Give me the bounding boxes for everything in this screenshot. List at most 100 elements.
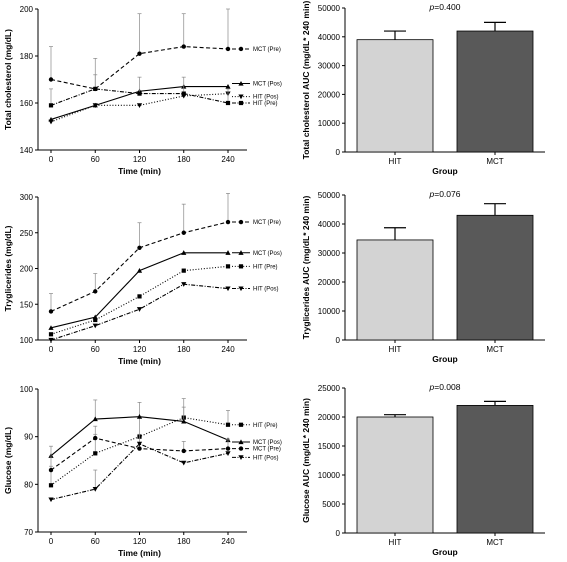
legend-marker xyxy=(238,250,244,255)
data-point xyxy=(181,44,186,49)
data-point xyxy=(225,100,231,106)
series-line xyxy=(50,265,229,335)
data-point xyxy=(181,91,186,96)
x-axis-label: Time (min) xyxy=(118,166,161,176)
y-tick-label: 90 xyxy=(24,433,33,442)
data-point xyxy=(48,119,54,125)
y-tick-label: 40000 xyxy=(318,220,341,229)
x-tick-label: 60 xyxy=(91,345,100,354)
legend-label: MCT (Pos) xyxy=(253,251,282,257)
data-point xyxy=(225,83,231,89)
legend-label: MCT (Pre) xyxy=(253,47,281,53)
y-axis-label: Glucose AUC (mg/dL* 240 min) xyxy=(301,398,311,523)
bar-hit xyxy=(356,39,434,153)
series-hit-pos: HIT (Pos) xyxy=(48,91,279,125)
y-axis-label: Tryglicerides (mg/dL) xyxy=(3,225,13,311)
series-line xyxy=(50,252,228,329)
legend-marker xyxy=(238,94,244,100)
y-tick-label: 200 xyxy=(20,5,34,14)
y-tick-label: 300 xyxy=(20,193,34,202)
x-axis-label: Time (min) xyxy=(118,548,161,558)
data-point xyxy=(137,91,142,96)
y-axis-label: Glucose (mg/dL) xyxy=(3,427,13,494)
data-point xyxy=(48,497,54,503)
data-point xyxy=(181,460,187,466)
data-point xyxy=(136,307,143,312)
data-point xyxy=(136,441,143,447)
data-point xyxy=(181,250,187,255)
data-point xyxy=(92,323,98,329)
series-mct-pre: MCT (Pre) xyxy=(48,425,281,473)
data-point xyxy=(181,282,187,287)
y-tick-label: 160 xyxy=(20,99,34,108)
x-tick-label: 180 xyxy=(177,537,191,546)
y-tick-label: 10000 xyxy=(318,307,341,316)
series-hit-pos: HIT (Pos) xyxy=(48,282,279,343)
panel-glucose-auc-bar: 0 5000 10000 15000 20000 25000 Glucose AUC (mg… xyxy=(301,382,545,557)
data-point xyxy=(225,46,231,52)
legend-marker xyxy=(238,219,244,225)
y-axis-label: Tryglicerides AUC (mg/dL* 240 min) xyxy=(301,195,311,339)
legend-label: MCT (Pos) xyxy=(253,440,282,446)
data-point xyxy=(137,51,142,56)
x-tick-label: 0 xyxy=(49,537,54,546)
panel-total-cholesterol-auc-bar: 0 10000 20000 30000 40000 50000 Total choleste… xyxy=(301,0,545,176)
x-tick-label: 240 xyxy=(221,155,235,164)
legend-label: HIT (Pos) xyxy=(253,95,279,101)
series-mct-pos: MCT (Pos) xyxy=(48,250,282,330)
x-tick-label: 240 xyxy=(221,537,235,546)
y-tick-label: 200 xyxy=(20,265,34,274)
y-tick-label: 20000 xyxy=(318,413,341,422)
y-tick-label: 70 xyxy=(24,528,33,537)
series-mct-pos: MCT (Pos) xyxy=(48,399,282,458)
legend-label: MCT (Pre) xyxy=(253,447,281,453)
legend-marker xyxy=(238,439,244,445)
legend-label: HIT (Pre) xyxy=(253,101,278,107)
data-point xyxy=(92,487,98,492)
data-point xyxy=(48,77,54,82)
data-point xyxy=(137,294,142,299)
bar-hit xyxy=(356,239,434,341)
series-hit-pre: HIT (Pre) xyxy=(48,74,278,108)
legend-label: MCT (Pos) xyxy=(253,82,282,88)
x-tick-label: 180 xyxy=(177,155,191,164)
series-hit-pos: HIT (Pos) xyxy=(48,441,279,503)
data-point xyxy=(181,268,186,273)
p-value-annotation: p=0.076 xyxy=(429,189,461,199)
panel-glucose-line: 70 80 90 100 Glucose (mg/dL) 0 60 120 180 240 Time… xyxy=(3,385,282,558)
y-tick-label: 0 xyxy=(336,148,341,157)
bar-mct xyxy=(456,214,534,341)
data-point xyxy=(92,416,98,422)
y-tick-label: 5000 xyxy=(322,500,340,509)
x-tick-label: 60 xyxy=(91,537,100,546)
y-tick-label: 100 xyxy=(20,336,34,345)
y-tick-label: 30000 xyxy=(318,62,341,71)
x-axis-label: Time (min) xyxy=(118,356,161,366)
data-point xyxy=(93,451,98,456)
data-point xyxy=(181,230,186,235)
y-axis-label: Total cholesterol AUC (mg/dL* 240 min) xyxy=(301,0,311,159)
data-point xyxy=(137,446,142,451)
y-tick-label: 0 xyxy=(336,529,341,538)
bar-mct xyxy=(456,404,534,534)
series-line xyxy=(50,443,229,501)
p-value-annotation: p=0.008 xyxy=(429,382,461,392)
series-hit-pre: HIT (Pre) xyxy=(48,264,278,337)
data-point xyxy=(225,250,231,255)
y-tick-label: 80 xyxy=(24,480,33,489)
y-tick-label: 40000 xyxy=(318,33,341,42)
legend-marker xyxy=(238,100,244,106)
series-mct-pre: MCT (Pre) xyxy=(48,8,281,92)
data-point xyxy=(136,103,143,108)
data-point xyxy=(48,337,54,343)
legend-marker xyxy=(238,422,244,427)
y-tick-label: 25000 xyxy=(318,384,341,393)
data-point xyxy=(92,103,98,108)
y-tick-label: 15000 xyxy=(318,442,341,451)
y-tick-label: 10000 xyxy=(318,471,341,480)
data-point xyxy=(136,414,143,419)
panel-tryglicerides-auc-bar: 0 10000 20000 30000 40000 50000 Tryglicerides … xyxy=(301,189,545,364)
x-tick-label: HIT xyxy=(389,538,402,547)
legend-label: HIT (Pre) xyxy=(253,423,278,429)
